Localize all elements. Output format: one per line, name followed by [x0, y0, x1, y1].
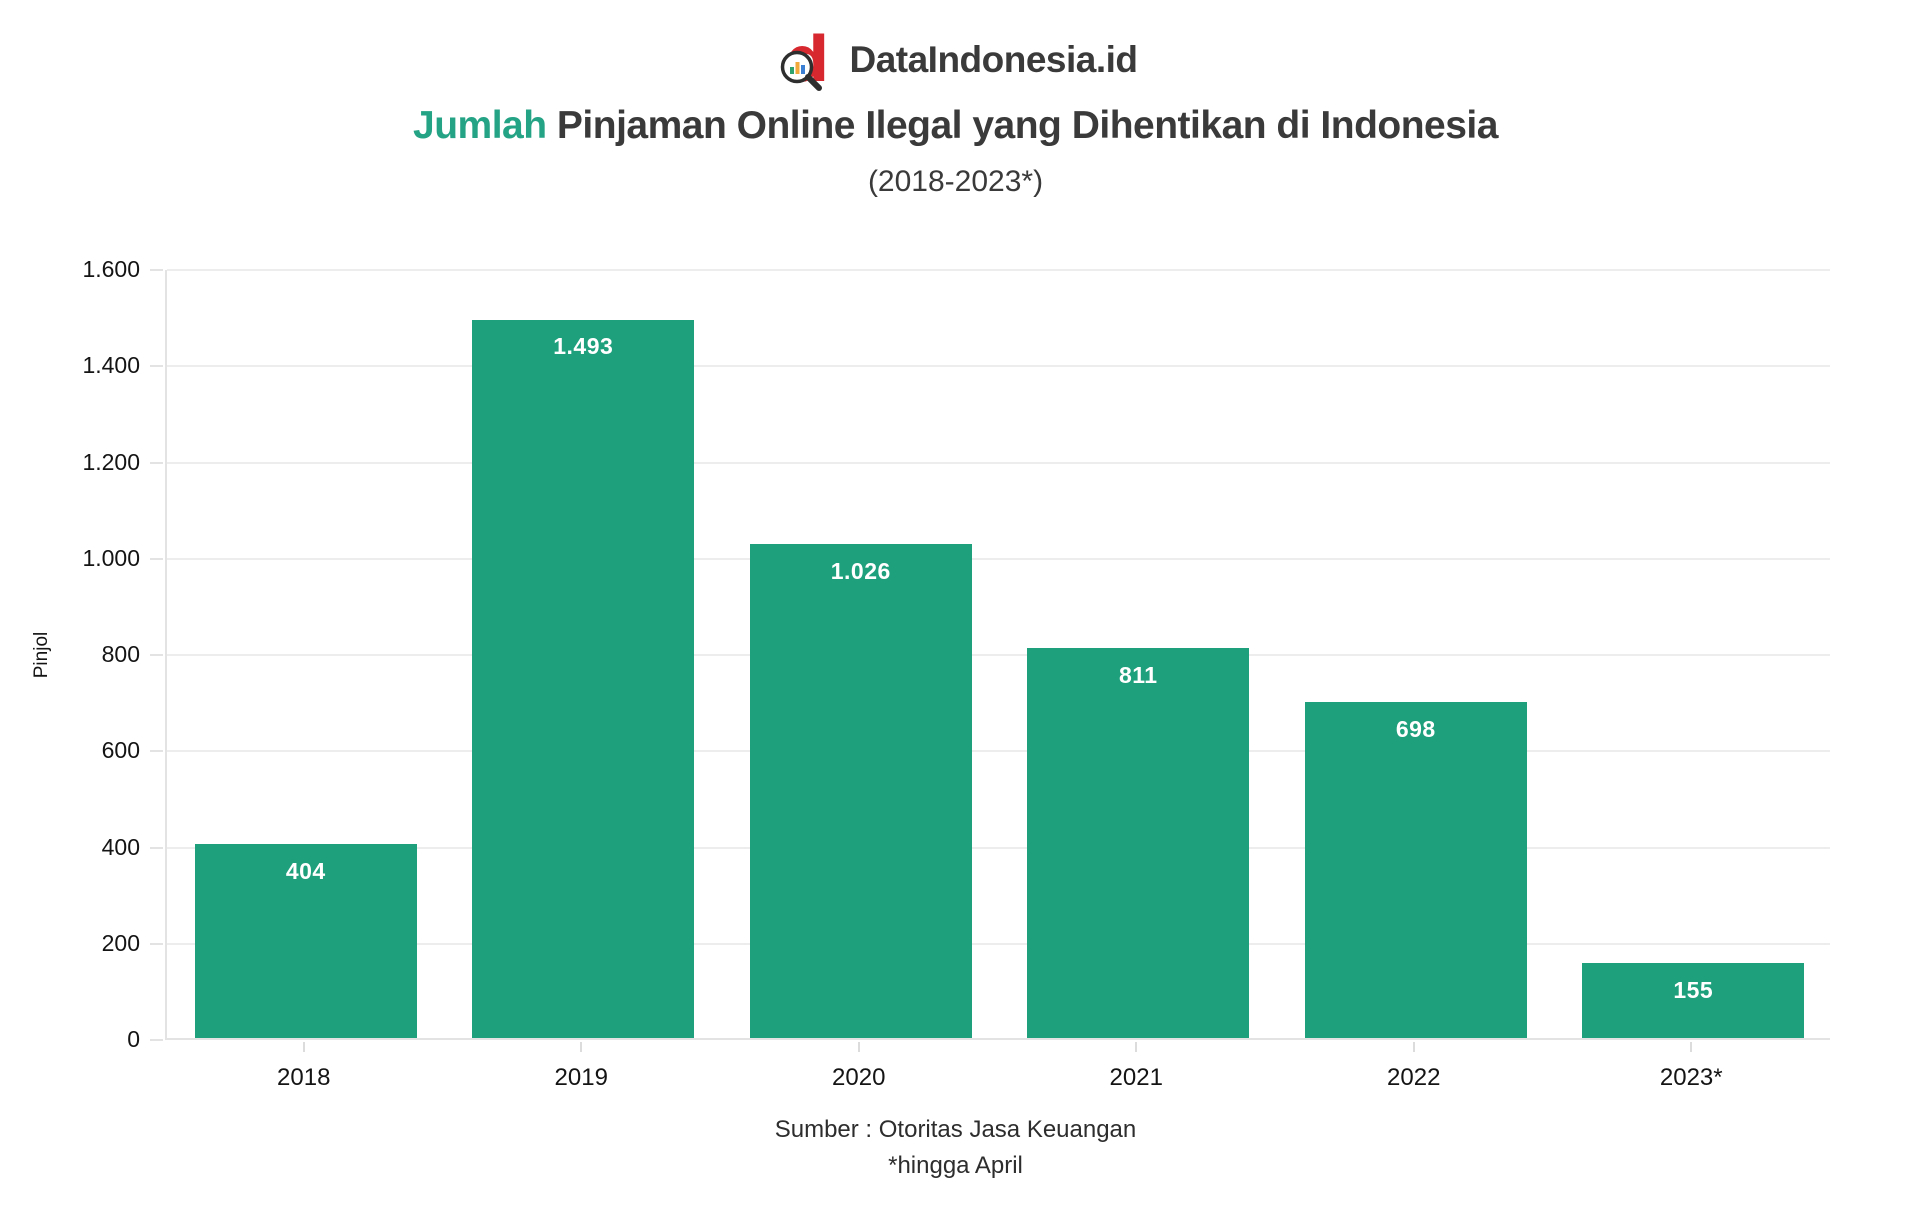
bar-2022	[1304, 702, 1527, 1038]
y-tick-1.200	[150, 461, 163, 464]
bar-2021	[1027, 647, 1250, 1038]
y-tick-label: 1.600	[82, 256, 140, 282]
bar-value-2019: 1.493	[553, 333, 614, 360]
y-tick-800	[150, 654, 163, 656]
y-tick-label: 600	[101, 737, 140, 764]
x-tick-2023*	[1690, 1042, 1693, 1052]
bar-value-2018: 404	[285, 857, 326, 884]
source-text: Sumber : Otoritas Jasa Keuangan	[774, 1116, 1137, 1143]
y-tick-200	[150, 942, 163, 945]
x-tick-label-2018: 2018	[277, 1064, 331, 1091]
chart-title-highlight: Jumlah	[413, 104, 547, 147]
x-tick-2020	[857, 1042, 860, 1052]
bar-2019	[472, 319, 695, 1038]
footnote-text: *hingga April	[888, 1152, 1023, 1179]
gridline-1.000	[167, 557, 1830, 560]
bar-value-2023*: 155	[1673, 977, 1714, 1004]
bar-2018	[194, 843, 417, 1038]
gridline-1.200	[167, 461, 1830, 464]
gridline-800	[167, 654, 1830, 656]
y-tick-label: 1.400	[82, 352, 140, 379]
bar-value-2021: 811	[1118, 661, 1158, 688]
y-tick-label: 1.000	[82, 544, 140, 571]
bar-2023*	[1582, 963, 1805, 1038]
x-tick-2019	[580, 1042, 583, 1052]
x-tick-2021	[1135, 1042, 1138, 1052]
y-tick-0	[150, 1039, 163, 1041]
bar-2020	[749, 544, 972, 1038]
x-tick-label-2023*: 2023*	[1659, 1064, 1723, 1091]
y-tick-label: 400	[101, 833, 140, 860]
chart-title-rest: Pinjaman Online Ilegal yang Dihentikan d…	[546, 104, 1499, 147]
y-tick-label: 0	[127, 1026, 140, 1052]
y-tick-1.400	[150, 365, 163, 368]
gridline-200	[167, 942, 1830, 945]
y-tick-1.600	[150, 269, 163, 271]
brand-name: DataIndonesia.id	[849, 39, 1138, 80]
bar-value-2020: 1.026	[830, 558, 891, 585]
brand-logo: d DataIndonesia.id	[0, 28, 1911, 92]
x-tick-label-2019: 2019	[554, 1064, 608, 1091]
gridline-1.400	[167, 365, 1830, 368]
bar-value-2022: 698	[1395, 716, 1436, 743]
gridline-1.600	[167, 269, 1830, 271]
x-tick-label-2020: 2020	[832, 1064, 886, 1091]
x-tick-2022	[1412, 1042, 1415, 1052]
y-tick-400	[150, 846, 163, 849]
plot-area: 404 1.493 1.026 811 698 155	[165, 269, 1830, 1040]
y-tick-1.000	[150, 557, 163, 560]
dataindonesia-logo-icon: d	[773, 29, 835, 91]
gridline-400	[167, 846, 1830, 849]
gridline-600	[167, 750, 1830, 753]
x-tick-label-2022: 2022	[1387, 1064, 1441, 1091]
y-tick-600	[150, 750, 163, 753]
y-tick-label: 1.200	[82, 448, 140, 475]
x-tick-label-2021: 2021	[1109, 1064, 1163, 1091]
chart-title: Jumlah Pinjaman Online Ilegal yang Dihen…	[0, 104, 1911, 148]
x-tick-2018	[302, 1042, 305, 1052]
y-tick-label: 200	[101, 929, 140, 956]
y-tick-label: 800	[101, 641, 140, 667]
chart-subtitle: (2018-2023*)	[867, 165, 1044, 198]
